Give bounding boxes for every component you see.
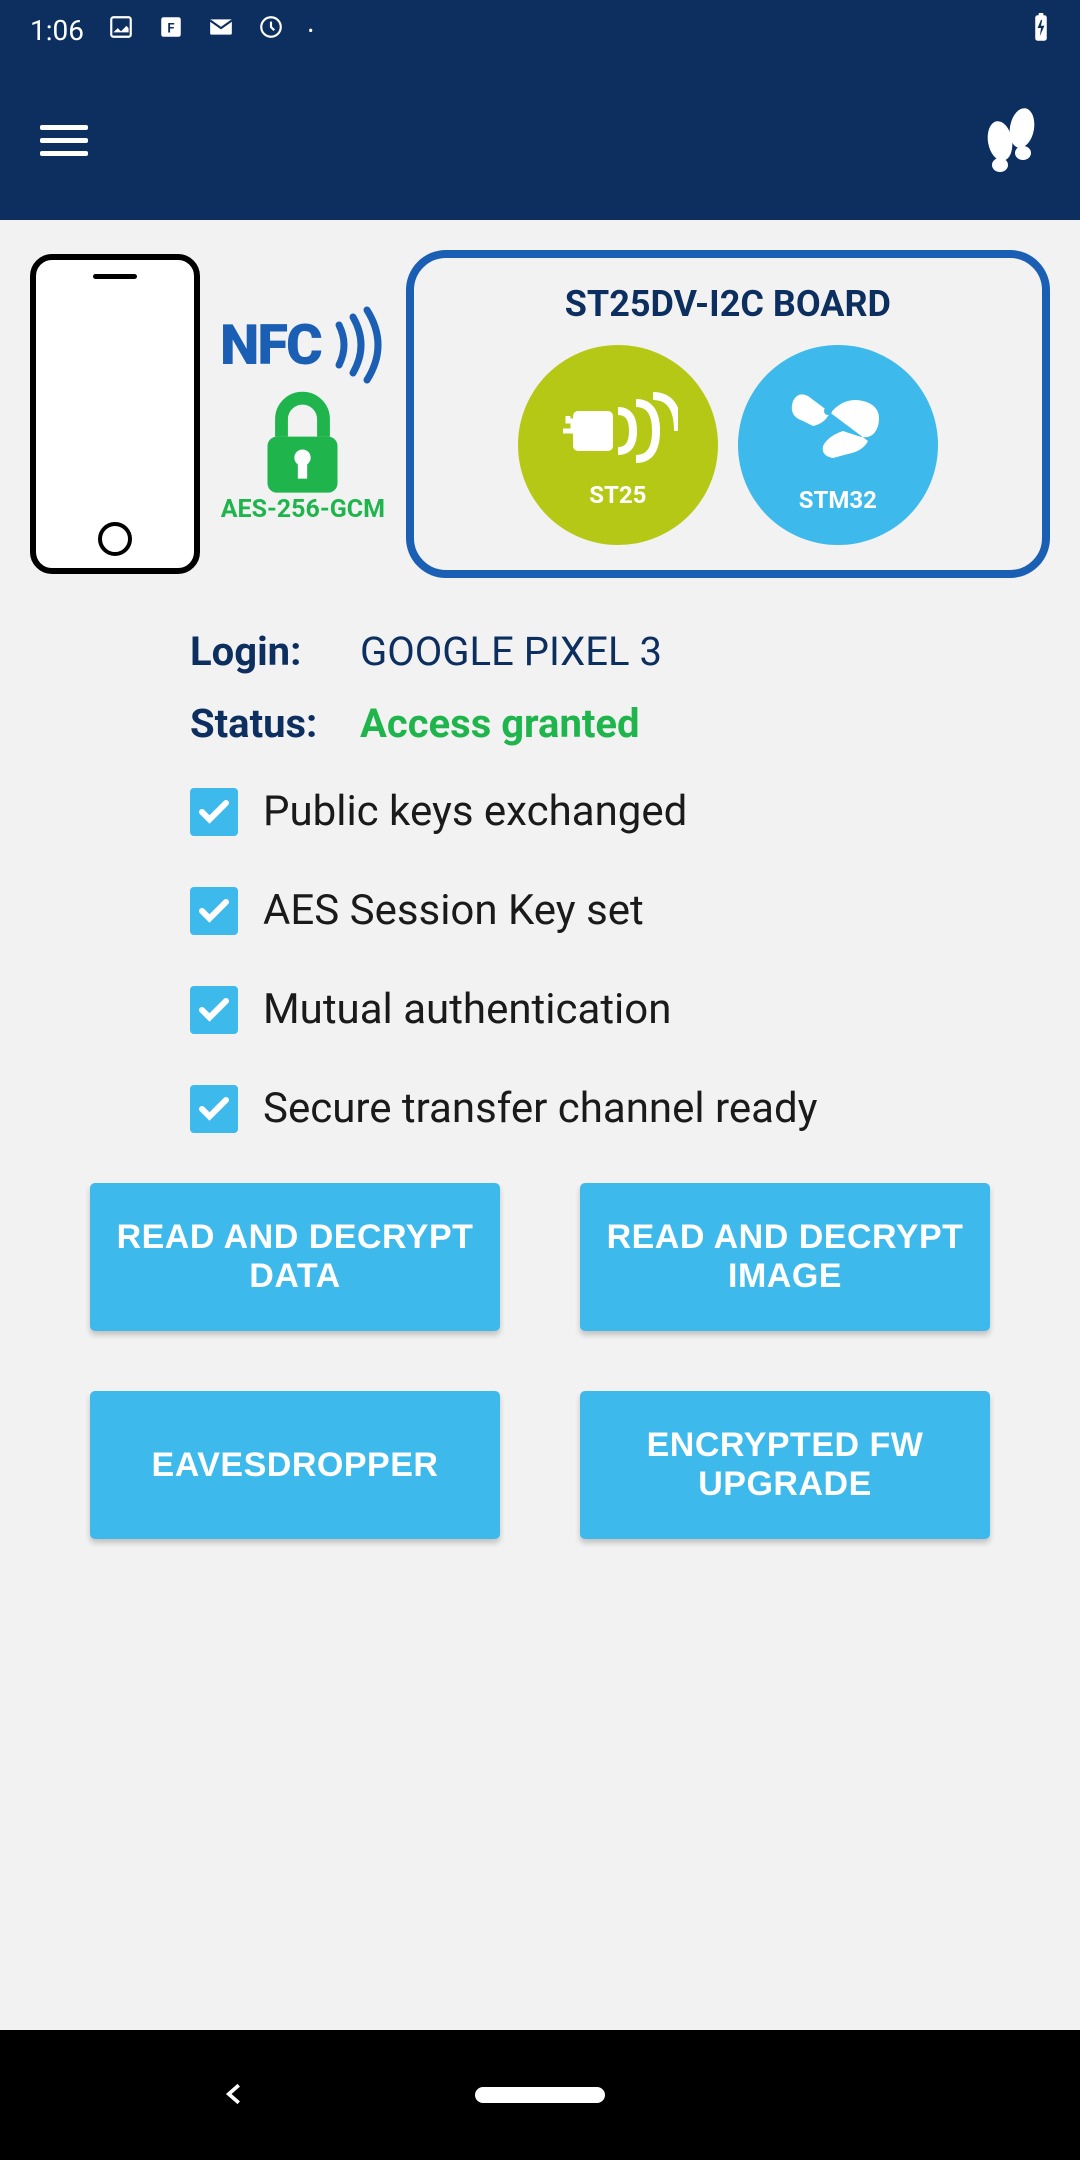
nav-back-button[interactable] [220, 2072, 250, 2119]
read-decrypt-data-button[interactable]: READ AND DECRYPT DATA [90, 1183, 500, 1331]
login-value: GOOGLE PIXEL 3 [360, 628, 662, 675]
encrypted-fw-button[interactable]: ENCRYPTED FW UPGRADE [580, 1391, 990, 1539]
check-label: AES Session Key set [263, 886, 644, 935]
read-decrypt-image-button[interactable]: READ AND DECRYPT IMAGE [580, 1183, 990, 1331]
status-value: Access granted [360, 700, 640, 747]
dot-icon: • [308, 21, 313, 40]
eavesdropper-button[interactable]: EAVESDROPPER [90, 1391, 500, 1539]
login-label: Login: [190, 628, 330, 675]
check-item-mutual-auth: Mutual authentication [190, 985, 890, 1034]
check-item-public-keys: Public keys exchanged [190, 787, 890, 836]
checkbox[interactable] [190, 1085, 238, 1133]
nfc-section: NFC AES-256-GCM [220, 305, 386, 524]
checkbox[interactable] [190, 788, 238, 836]
nav-home-button[interactable] [475, 2087, 605, 2103]
sync-icon [258, 14, 284, 46]
svg-text:F: F [167, 21, 174, 36]
app-bar [0, 60, 1080, 220]
image-icon [108, 14, 134, 46]
phone-illustration [30, 254, 200, 574]
checkbox[interactable] [190, 986, 238, 1034]
check-item-secure-channel: Secure transfer channel ready [190, 1084, 890, 1133]
checkbox[interactable] [190, 887, 238, 935]
status-left: 1:06 F • [30, 14, 313, 47]
main-content: NFC AES-256-GCM ST25DV-I2C BOARD [0, 220, 1080, 2030]
status-time: 1:06 [30, 14, 84, 47]
board-title: ST25DV-I2C BOARD [434, 283, 1022, 325]
lock-icon [255, 390, 350, 495]
info-section: Login: GOOGLE PIXEL 3 Status: Access gra… [30, 628, 1050, 747]
status-bar: 1:06 F • [0, 0, 1080, 60]
status-label: Status: [190, 700, 330, 747]
nfc-label: NFC [220, 312, 321, 378]
mail-icon [208, 14, 234, 46]
stm32-logo: STM32 [738, 345, 938, 545]
nfc-waves-icon [326, 305, 386, 385]
menu-button[interactable] [40, 125, 88, 156]
encryption-label: AES-256-GCM [221, 495, 385, 524]
check-section: Public keys exchanged AES Session Key se… [30, 787, 1050, 1133]
st25-logo: ST25 [518, 345, 718, 545]
check-label: Secure transfer channel ready [263, 1084, 818, 1133]
board-card: ST25DV-I2C BOARD ST25 [406, 250, 1050, 578]
check-item-aes-session: AES Session Key set [190, 886, 890, 935]
battery-icon [1032, 13, 1050, 47]
check-label: Mutual authentication [263, 985, 671, 1034]
check-label: Public keys exchanged [263, 787, 687, 836]
gallery-icon: F [158, 14, 184, 46]
button-grid: READ AND DECRYPT DATA READ AND DECRYPT I… [30, 1183, 1050, 1539]
nav-bar [0, 2030, 1080, 2160]
footprint-icon[interactable] [980, 103, 1040, 177]
stm32-text: STM32 [799, 486, 877, 514]
st25-text: ST25 [589, 481, 646, 509]
hero-section: NFC AES-256-GCM ST25DV-I2C BOARD [30, 250, 1050, 578]
